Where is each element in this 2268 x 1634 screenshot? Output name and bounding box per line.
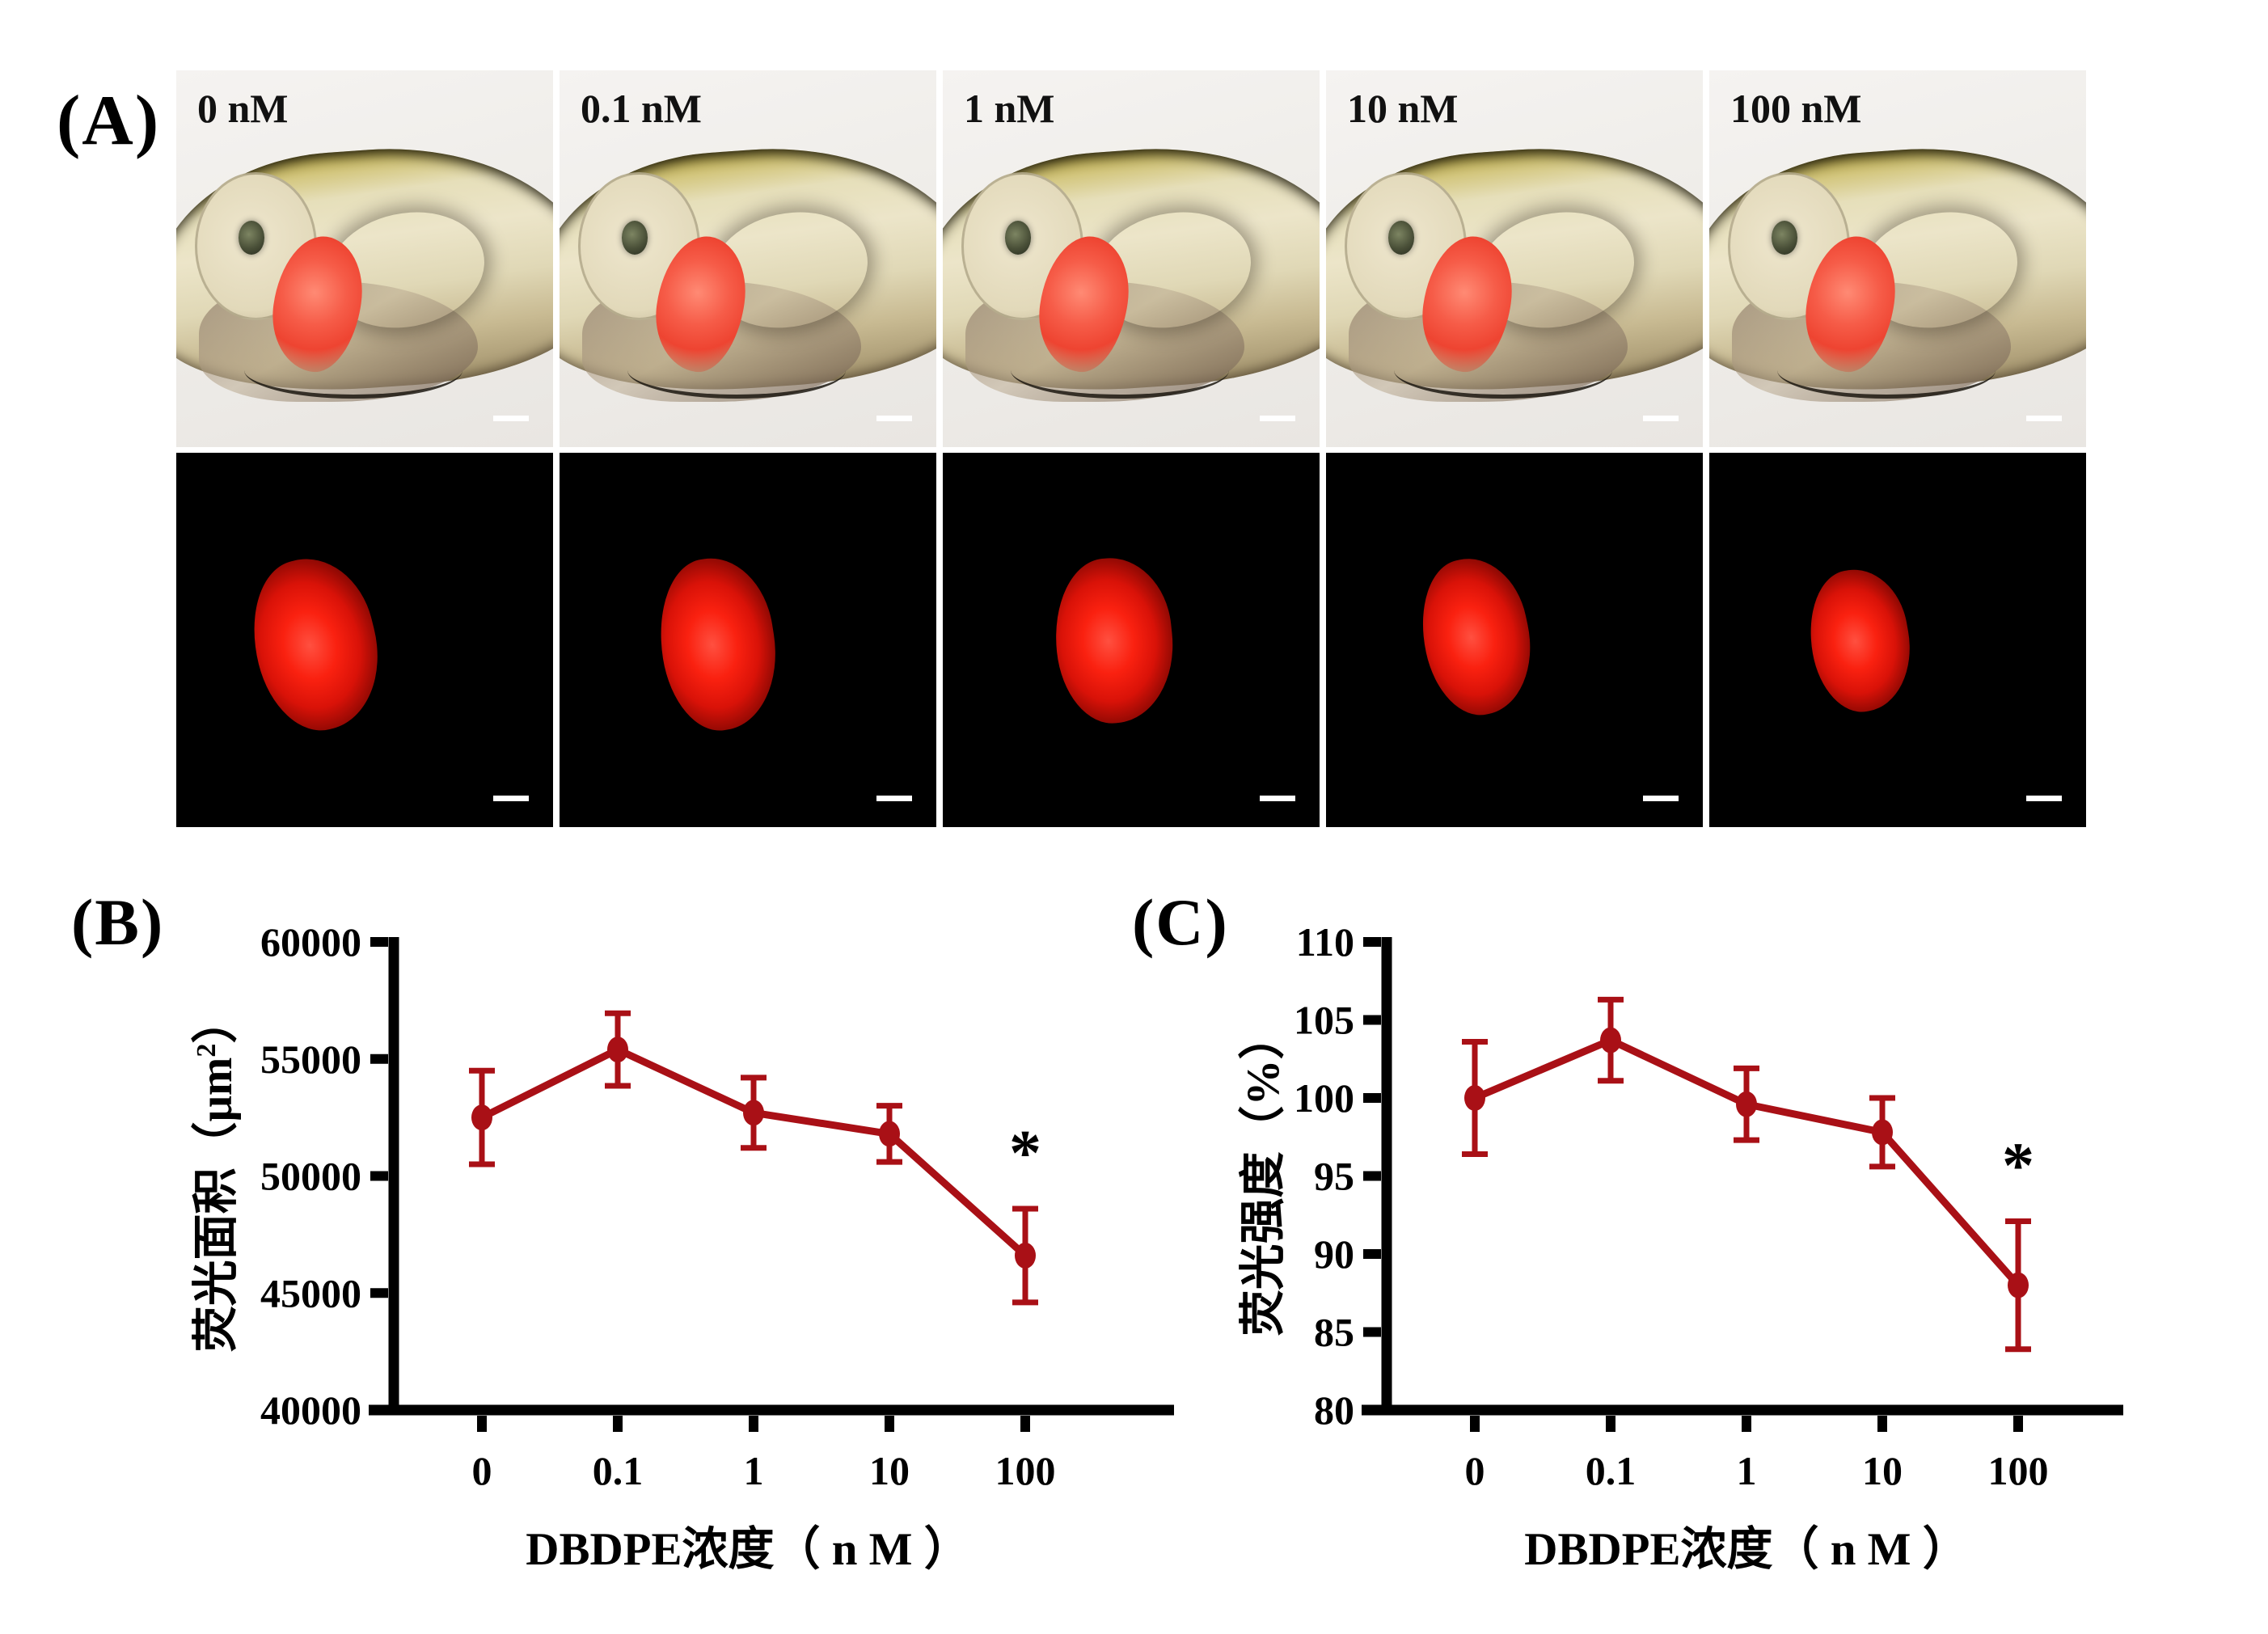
x-tick-label: 100 (995, 1448, 1056, 1493)
panel-label-c: (C) (1132, 885, 1229, 959)
fish-eye (238, 221, 265, 255)
x-tick-label: 0 (472, 1448, 492, 1493)
data-point (743, 1100, 764, 1126)
fish-jaw (1393, 342, 1613, 399)
x-tick-label: 100 (1988, 1448, 2049, 1493)
scale-bar (1260, 416, 1295, 421)
fish-eye (1004, 221, 1032, 255)
fish-eye (1387, 221, 1415, 255)
x-tick-label: 0.1 (1586, 1448, 1637, 1493)
concentration-label: 1 nM (964, 86, 1055, 131)
brightfield-image: 100 nM (1709, 70, 2086, 447)
x-tick-label: 10 (1862, 1448, 1903, 1493)
brightfield-image: 0.1 nM (560, 70, 936, 447)
data-point (1464, 1085, 1485, 1111)
data-point (2008, 1272, 2029, 1298)
scale-bar (1643, 796, 1679, 801)
scale-bar (2026, 416, 2062, 421)
scale-bar (876, 416, 912, 421)
chart-B: 40000 45000 50000 55000 60000 0 0.1 1 10 100 * (260, 919, 1174, 1493)
concentration-label: 0.1 nM (581, 86, 702, 131)
brightfield-image: 10 nM (1326, 70, 1703, 447)
fish-jaw (1010, 342, 1230, 399)
data-point (607, 1037, 628, 1063)
data-point (1015, 1242, 1036, 1269)
concentration-label: 100 nM (1730, 86, 1862, 131)
data-point (1736, 1091, 1757, 1117)
panel-label-b: (B) (71, 885, 165, 959)
fish-jaw (627, 342, 847, 399)
y-tick-label: 60000 (260, 919, 361, 965)
significance-asterisk: * (1009, 1118, 1041, 1189)
x-tick-label: 0 (1465, 1448, 1485, 1493)
fish-eye (621, 221, 648, 255)
concentration-label: 10 nM (1347, 86, 1459, 131)
y-tick-label: 90 (1314, 1231, 1354, 1277)
y-tick-label: 85 (1314, 1310, 1354, 1355)
y-tick-label: 55000 (260, 1037, 361, 1082)
fish-eye (1771, 221, 1798, 255)
data-point (471, 1104, 492, 1131)
fluorescence-image (1326, 453, 1703, 827)
fish-jaw (1776, 342, 1996, 399)
fluorescence-image (560, 453, 936, 827)
concentration-label: 0 nM (197, 86, 289, 131)
fluorescence-image (943, 453, 1320, 827)
data-point (1872, 1119, 1893, 1146)
fish-jaw (243, 342, 463, 399)
brightfield-image: 1 nM (943, 70, 1320, 447)
fluorescence-image (1709, 453, 2086, 827)
scale-bar (1643, 416, 1679, 421)
y-tick-label: 80 (1314, 1387, 1354, 1433)
x-axis-title-c: DBDPE浓度（ n M ） (1524, 1524, 1969, 1575)
x-tick-label: 10 (869, 1448, 910, 1493)
scale-bar (493, 416, 529, 421)
significance-asterisk: * (2002, 1130, 2034, 1201)
scale-bar (2026, 796, 2062, 801)
y-tick-label: 50000 (260, 1154, 361, 1199)
panel-label-a: (A) (57, 82, 161, 160)
y-tick-label: 110 (1296, 919, 1354, 965)
y-tick-label: 40000 (260, 1387, 361, 1433)
scale-bar (876, 796, 912, 801)
scale-bar (1260, 796, 1295, 801)
brightfield-image: 0 nM (176, 70, 553, 447)
y-tick-label: 95 (1314, 1154, 1354, 1199)
y-tick-label: 100 (1294, 1075, 1354, 1121)
y-tick-label: 105 (1294, 998, 1354, 1043)
scale-bar (493, 796, 529, 801)
y-tick-label: 45000 (260, 1270, 361, 1315)
x-tick-label: 0.1 (593, 1448, 644, 1493)
data-point (879, 1121, 900, 1147)
x-tick-label: 1 (744, 1448, 764, 1493)
x-axis-title-b: DBDPE浓度（ n M ） (526, 1524, 970, 1575)
fluorescence-image (176, 453, 553, 827)
x-tick-label: 1 (1737, 1448, 1757, 1493)
data-point (1600, 1027, 1621, 1053)
